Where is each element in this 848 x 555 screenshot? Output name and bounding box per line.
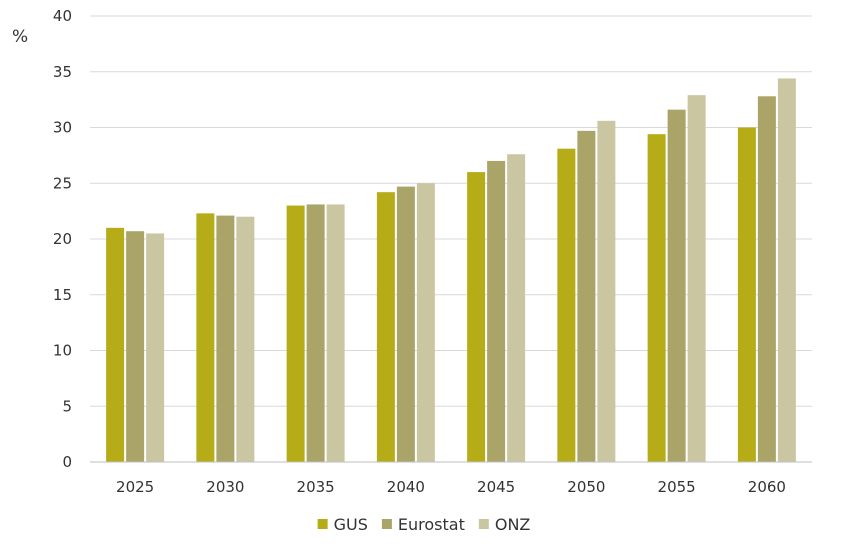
legend-swatch [381, 519, 392, 529]
y-tick-label: 5 [62, 397, 72, 415]
x-tick-label: 2025 [116, 478, 154, 496]
legend-item-gus: GUS [317, 515, 368, 534]
bar-gus-2025 [106, 227, 125, 462]
y-tick-label: 30 [53, 119, 72, 137]
bar-eurostat-2060 [757, 96, 776, 462]
legend-label: ONZ [495, 515, 531, 534]
y-axis-unit-label: % [12, 27, 28, 47]
x-tick-label: 2050 [567, 478, 605, 496]
legend: GUS Eurostat ONZ [317, 515, 531, 534]
bar-onz-2035 [326, 204, 345, 462]
x-tick-label: 2030 [206, 478, 244, 496]
legend-label: Eurostat [398, 515, 465, 534]
y-tick-label: 10 [53, 342, 72, 360]
legend-swatch [478, 519, 489, 529]
y-tick-label: 40 [53, 7, 72, 25]
bar-gus-2040 [376, 192, 395, 463]
bar-gus-2045 [467, 172, 486, 462]
bar-eurostat-2025 [126, 231, 145, 462]
legend-swatch [317, 519, 328, 529]
y-tick-label: 25 [53, 174, 72, 192]
legend-item-eurostat: Eurostat [381, 515, 465, 534]
bars [106, 78, 796, 463]
y-tick-label: 15 [53, 286, 72, 304]
bar-onz-2055 [687, 95, 706, 462]
x-axis-ticks: 2025 2030 2035 2040 2045 2050 2055 2060 [116, 478, 786, 496]
x-tick-label: 2040 [387, 478, 425, 496]
bar-gus-2050 [557, 148, 576, 462]
bar-gus-2055 [647, 134, 666, 462]
bar-onz-2060 [777, 78, 796, 462]
bar-onz-2050 [597, 120, 616, 462]
bar-onz-2030 [236, 216, 255, 462]
bar-eurostat-2050 [577, 130, 596, 462]
x-tick-label: 2060 [748, 478, 786, 496]
bar-onz-2025 [146, 233, 165, 462]
y-tick-label: 20 [53, 230, 72, 248]
bar-gus-2060 [737, 127, 756, 462]
bar-eurostat-2055 [667, 109, 686, 462]
bar-eurostat-2035 [306, 204, 325, 462]
bar-onz-2040 [416, 183, 435, 462]
bar-gus-2035 [286, 205, 305, 463]
legend-item-onz: ONZ [478, 515, 531, 534]
bar-gus-2030 [196, 213, 215, 462]
y-axis-ticks: 0 5 10 15 20 25 30 35 40 [53, 7, 72, 471]
x-tick-label: 2055 [658, 478, 696, 496]
bar-eurostat-2045 [487, 160, 506, 462]
y-tick-label: 0 [62, 453, 72, 471]
x-tick-label: 2045 [477, 478, 515, 496]
y-tick-label: 35 [53, 63, 72, 81]
bar-eurostat-2030 [216, 215, 235, 462]
bar-eurostat-2040 [396, 186, 415, 462]
x-tick-label: 2035 [297, 478, 335, 496]
bar-onz-2045 [507, 154, 526, 462]
legend-label: GUS [334, 515, 368, 534]
